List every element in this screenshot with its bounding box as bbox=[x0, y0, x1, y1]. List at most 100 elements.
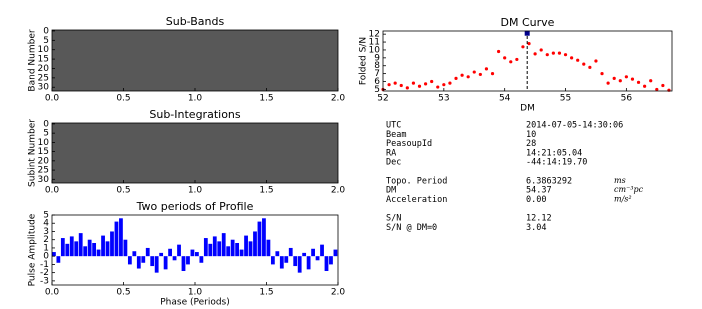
y-tick-label: 1 bbox=[43, 243, 49, 253]
point bbox=[661, 83, 665, 88]
point bbox=[484, 67, 489, 71]
point bbox=[509, 60, 513, 64]
x-tick-label: 1.0 bbox=[188, 186, 203, 196]
point bbox=[545, 53, 549, 57]
info-unit: cm⁻³pc bbox=[614, 185, 644, 194]
info-label: Topo. Period bbox=[386, 176, 447, 186]
x-axis-label: DM bbox=[520, 104, 535, 114]
bar bbox=[141, 256, 146, 263]
y-tick-label: 15 bbox=[38, 55, 49, 65]
plot-frame bbox=[382, 30, 673, 92]
x-tick-label: 1.5 bbox=[259, 94, 273, 104]
bar bbox=[302, 252, 307, 257]
bar bbox=[235, 243, 240, 257]
bar bbox=[181, 256, 186, 271]
bar bbox=[69, 236, 74, 257]
bar bbox=[87, 239, 92, 257]
chart-title: Two periods of Profile bbox=[136, 200, 254, 213]
y-tick-label: -1 bbox=[40, 260, 49, 270]
info-label: Beam bbox=[386, 130, 406, 140]
bar bbox=[320, 244, 324, 257]
bar bbox=[132, 251, 137, 257]
bar bbox=[163, 256, 168, 270]
info-value: 54.37 bbox=[526, 186, 552, 196]
x-tick-label: 52 bbox=[377, 94, 388, 104]
point bbox=[448, 81, 452, 85]
x-tick-label: 2.0 bbox=[331, 94, 346, 104]
point bbox=[387, 83, 391, 87]
info-value: 14:21:05.04 bbox=[526, 148, 582, 158]
bar bbox=[288, 247, 293, 257]
point bbox=[497, 49, 501, 54]
point bbox=[521, 45, 525, 49]
point bbox=[533, 52, 537, 56]
y-tick-label: 30 bbox=[38, 83, 50, 93]
info-label: S/N bbox=[386, 214, 401, 224]
y-tick-label: 25 bbox=[38, 73, 49, 83]
bar bbox=[119, 218, 123, 257]
chart-title: DM Curve bbox=[501, 16, 555, 29]
bar bbox=[172, 256, 177, 261]
bar bbox=[217, 241, 222, 257]
best-point bbox=[524, 30, 530, 36]
point bbox=[570, 56, 574, 60]
bar bbox=[212, 236, 217, 257]
info-value: 28 bbox=[526, 139, 536, 149]
point bbox=[551, 51, 555, 55]
point bbox=[630, 77, 635, 81]
bar bbox=[150, 256, 155, 267]
y-tick-label: 20 bbox=[38, 156, 50, 166]
bar bbox=[270, 256, 275, 265]
point bbox=[454, 76, 458, 80]
y-tick-label: 10 bbox=[369, 45, 381, 55]
info-value: -44:14:19.70 bbox=[526, 158, 587, 168]
bar bbox=[226, 246, 231, 257]
bar bbox=[92, 243, 97, 257]
bar bbox=[186, 256, 190, 265]
x-tick-label: 2.0 bbox=[331, 288, 346, 298]
y-tick-label: 0 bbox=[43, 26, 49, 36]
info-value: 10 bbox=[526, 130, 536, 140]
y-tick-label: 5 bbox=[43, 36, 49, 46]
bar bbox=[284, 256, 289, 263]
bar bbox=[279, 256, 284, 269]
y-tick-label: 30 bbox=[38, 175, 50, 185]
bar bbox=[329, 256, 333, 265]
x-tick-label: 0.0 bbox=[45, 288, 60, 298]
point bbox=[436, 85, 440, 89]
bar bbox=[145, 247, 150, 257]
y-axis-label: Subint Number bbox=[28, 119, 38, 187]
point bbox=[442, 83, 446, 87]
y-tick-label: 10 bbox=[38, 138, 50, 148]
point bbox=[649, 79, 653, 83]
x-axis-label: Phase (Periods) bbox=[160, 298, 230, 308]
info-label: Dec bbox=[386, 158, 401, 168]
point bbox=[655, 87, 659, 92]
x-tick-label: 1.0 bbox=[188, 94, 203, 104]
point bbox=[576, 58, 580, 62]
point bbox=[466, 75, 470, 79]
bar bbox=[195, 252, 199, 257]
y-tick-label: 11 bbox=[369, 38, 380, 48]
bar bbox=[230, 239, 235, 257]
bar bbox=[74, 241, 79, 257]
x-tick-label: 1.5 bbox=[259, 288, 273, 298]
chart-title: Sub-Bands bbox=[166, 15, 225, 28]
point bbox=[588, 65, 592, 69]
bar bbox=[297, 256, 302, 273]
bar bbox=[101, 235, 105, 257]
point bbox=[490, 72, 495, 76]
bar bbox=[110, 231, 114, 257]
x-tick-label: 0.5 bbox=[116, 94, 130, 104]
info-value: 0.00 bbox=[526, 195, 546, 205]
point bbox=[393, 81, 397, 85]
point bbox=[405, 86, 409, 90]
point bbox=[594, 59, 598, 63]
point bbox=[618, 79, 622, 83]
point bbox=[563, 53, 568, 57]
x-tick-label: 56 bbox=[621, 94, 633, 104]
x-tick-label: 1.0 bbox=[188, 288, 203, 298]
point bbox=[430, 79, 434, 84]
y-tick-label: 25 bbox=[38, 166, 49, 176]
info-value: 2014-07-05-14:30:06 bbox=[526, 121, 623, 131]
